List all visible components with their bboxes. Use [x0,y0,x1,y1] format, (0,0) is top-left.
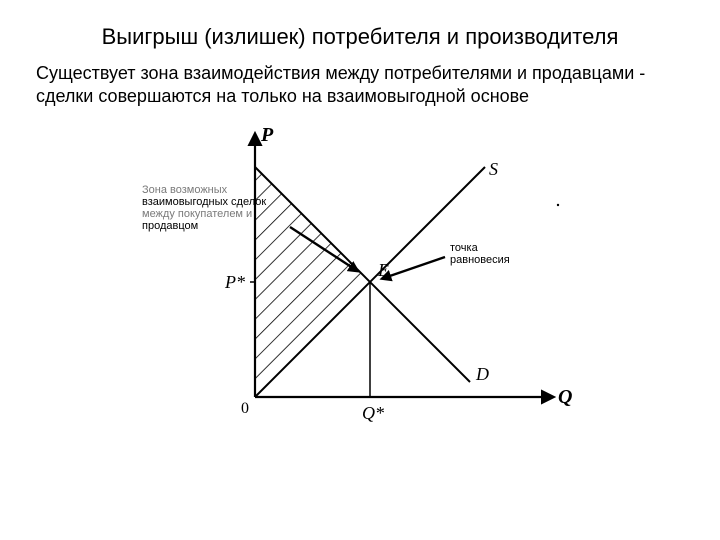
supply-label: S [489,159,498,179]
equilibrium-note: точкаравновесия [450,242,510,266]
y-axis-label: P [260,124,274,146]
artifact-dot [557,204,559,206]
description-text: Существует зона взаимодействия между пот… [36,62,684,107]
zone-note: Зона возможныхвзаимовыгодных сделокмежду… [142,184,266,232]
demand-label: D [475,364,489,384]
surplus-chart: P Q 0 P* Q* E S Dточкаравновесия Зона возможныхв… [140,117,580,457]
origin-label: 0 [241,400,249,417]
q-star-label: Q* [362,403,384,423]
page-title: Выигрыш (излишек) потребителя и производ… [36,24,684,50]
p-star-label: P* [224,272,245,292]
surplus-zone [255,167,370,397]
x-axis-label: Q [558,386,572,408]
equilibrium-label: E [377,260,389,280]
